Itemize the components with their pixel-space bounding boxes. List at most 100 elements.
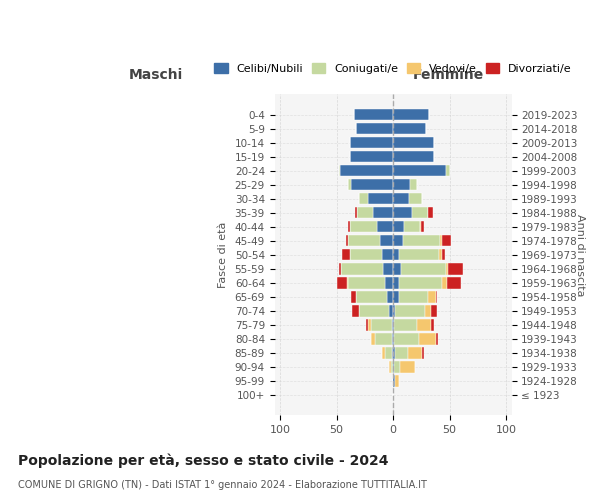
Bar bbox=[393, 221, 404, 232]
Bar bbox=[348, 221, 350, 232]
Bar bbox=[393, 348, 395, 358]
Bar bbox=[359, 306, 389, 316]
Bar bbox=[389, 362, 391, 372]
Bar bbox=[394, 320, 417, 330]
Bar bbox=[385, 348, 392, 358]
Bar bbox=[431, 320, 434, 330]
Bar bbox=[368, 320, 371, 330]
Bar bbox=[393, 137, 434, 148]
Bar bbox=[421, 221, 424, 232]
Bar bbox=[393, 207, 412, 218]
Bar bbox=[392, 334, 393, 344]
Bar bbox=[393, 193, 409, 204]
Bar bbox=[350, 221, 377, 232]
Bar bbox=[440, 236, 442, 246]
Bar bbox=[343, 250, 350, 260]
Bar bbox=[394, 334, 419, 344]
Bar bbox=[393, 151, 434, 162]
Bar bbox=[392, 348, 393, 358]
Bar bbox=[350, 250, 382, 260]
Bar bbox=[395, 376, 399, 386]
Bar bbox=[353, 109, 393, 120]
Bar bbox=[382, 348, 385, 358]
Bar bbox=[341, 264, 383, 274]
Bar bbox=[393, 236, 403, 246]
Bar bbox=[355, 207, 357, 218]
Bar bbox=[404, 221, 420, 232]
Y-axis label: Fasce di età: Fasce di età bbox=[218, 222, 228, 288]
Bar bbox=[436, 334, 438, 344]
Bar bbox=[401, 264, 446, 274]
Bar bbox=[410, 179, 417, 190]
Bar bbox=[428, 292, 436, 302]
Text: Popolazione per età, sesso e stato civile - 2024: Popolazione per età, sesso e stato civil… bbox=[18, 454, 389, 468]
Bar bbox=[356, 292, 388, 302]
Bar bbox=[346, 236, 348, 246]
Bar bbox=[442, 278, 447, 288]
Bar bbox=[395, 348, 408, 358]
Bar bbox=[350, 151, 393, 162]
Text: Femmine: Femmine bbox=[413, 68, 484, 82]
Text: COMUNE DI GRIGNO (TN) - Dati ISTAT 1° gennaio 2024 - Elaborazione TUTTITALIA.IT: COMUNE DI GRIGNO (TN) - Dati ISTAT 1° ge… bbox=[18, 480, 427, 490]
Bar bbox=[352, 306, 359, 316]
Bar bbox=[392, 320, 393, 330]
Bar bbox=[350, 137, 393, 148]
Bar bbox=[442, 236, 451, 246]
Bar bbox=[339, 264, 341, 274]
Bar bbox=[347, 278, 348, 288]
Bar bbox=[399, 278, 442, 288]
Bar bbox=[393, 334, 394, 344]
Bar bbox=[385, 278, 393, 288]
Bar bbox=[399, 292, 428, 302]
Bar bbox=[375, 334, 392, 344]
Bar bbox=[377, 221, 393, 232]
Y-axis label: Anni di nascita: Anni di nascita bbox=[575, 214, 585, 296]
Bar bbox=[446, 264, 448, 274]
Bar bbox=[373, 207, 393, 218]
Bar bbox=[400, 362, 415, 372]
Bar bbox=[393, 292, 399, 302]
Bar bbox=[436, 292, 437, 302]
Text: Maschi: Maschi bbox=[129, 68, 183, 82]
Bar bbox=[393, 306, 395, 316]
Bar bbox=[431, 306, 437, 316]
Bar bbox=[428, 207, 433, 218]
Bar bbox=[403, 236, 440, 246]
Bar bbox=[393, 362, 394, 372]
Bar bbox=[382, 250, 393, 260]
Bar bbox=[393, 264, 401, 274]
Bar bbox=[337, 278, 347, 288]
Bar bbox=[366, 320, 368, 330]
Bar bbox=[420, 221, 421, 232]
Bar bbox=[412, 207, 428, 218]
Bar bbox=[393, 179, 410, 190]
Bar bbox=[371, 334, 375, 344]
Bar bbox=[380, 236, 393, 246]
Bar bbox=[409, 193, 422, 204]
Bar bbox=[417, 320, 431, 330]
Bar bbox=[394, 362, 400, 372]
Bar bbox=[352, 179, 393, 190]
Bar bbox=[393, 250, 399, 260]
Bar bbox=[419, 334, 436, 344]
Bar bbox=[389, 306, 393, 316]
Bar bbox=[395, 306, 425, 316]
Bar bbox=[448, 264, 463, 274]
Bar bbox=[393, 109, 429, 120]
Bar bbox=[348, 278, 385, 288]
Bar bbox=[399, 250, 439, 260]
Bar bbox=[359, 193, 368, 204]
Bar bbox=[383, 264, 393, 274]
Bar bbox=[408, 348, 422, 358]
Bar bbox=[388, 292, 393, 302]
Bar bbox=[393, 320, 394, 330]
Bar bbox=[393, 278, 399, 288]
Bar bbox=[391, 362, 393, 372]
Bar bbox=[393, 123, 426, 134]
Bar bbox=[348, 236, 380, 246]
Bar bbox=[422, 348, 424, 358]
Bar bbox=[339, 165, 340, 176]
Bar bbox=[371, 320, 392, 330]
Bar bbox=[340, 165, 393, 176]
Bar bbox=[357, 207, 373, 218]
